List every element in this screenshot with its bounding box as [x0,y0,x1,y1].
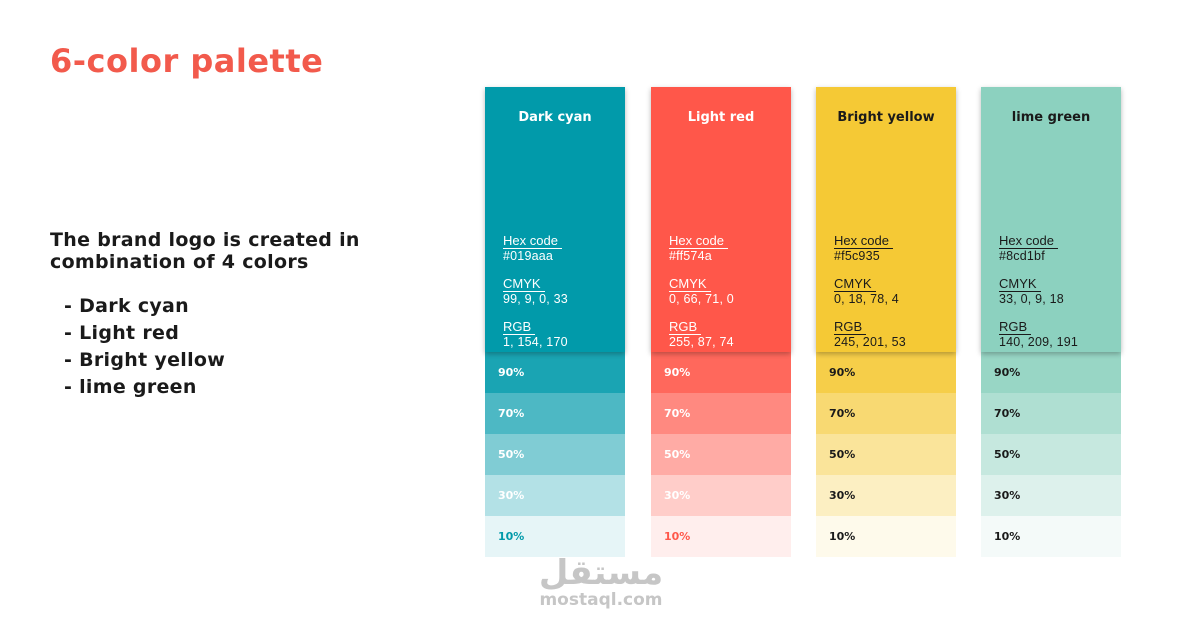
tint-70: 70% [651,393,791,434]
swatch-name: lime green [1011,110,1091,125]
cmyk-label: CMYK [999,276,1041,292]
swatch-name: Light red [687,110,755,125]
swatch-bright-yellow: Bright yellow Hex code #f5c935 CMYK 0, 1… [816,87,956,557]
color-list: - Dark cyan - Light red - Bright yellow … [64,293,225,401]
cmyk-value: 33, 0, 9, 18 [999,292,1064,306]
swatch-specs: Hex code #f5c935 CMYK 0, 18, 78, 4 RGB 2… [834,230,906,359]
hex-label: Hex code [999,233,1058,249]
cmyk-label: CMYK [834,276,876,292]
swatch-main: Light red Hex code #ff574a CMYK 0, 66, 7… [651,87,791,352]
watermark-logo: مستقل mostaql.com [516,556,686,610]
cmyk-value: 0, 18, 78, 4 [834,292,899,306]
tint-30: 30% [651,475,791,516]
hex-value: #f5c935 [834,249,880,263]
tint-90: 90% [981,352,1121,393]
color-list-item: - Bright yellow [64,349,226,371]
watermark-url: mostaql.com [539,590,663,610]
tint-90: 90% [816,352,956,393]
hex-value: #019aaa [503,249,554,263]
hex-label: Hex code [503,233,562,249]
tint-50: 50% [816,434,956,475]
rgb-label: RGB [834,319,867,335]
tint-10: 10% [485,516,625,557]
tint-50: 50% [485,434,625,475]
swatch-main: Bright yellow Hex code #f5c935 CMYK 0, 1… [816,87,956,352]
rgb-label: RGB [503,319,536,335]
swatch-dark-cyan: Dark cyan Hex code #019aaa CMYK 99, 9, 0… [485,87,625,557]
tint-10: 10% [981,516,1121,557]
color-list-item: - Dark cyan [64,295,190,317]
color-list-item: - lime green [64,376,197,398]
swatch-lime-green: lime green Hex code #8cd1bf CMYK 33, 0, … [981,87,1121,557]
cmyk-label: CMYK [669,276,711,292]
tint-90: 90% [651,352,791,393]
swatch-light-red: Light red Hex code #ff574a CMYK 0, 66, 7… [651,87,791,557]
swatch-specs: Hex code #8cd1bf CMYK 33, 0, 9, 18 RGB 1… [999,230,1078,359]
rgb-value: 255, 87, 74 [669,335,734,349]
tint-50: 50% [651,434,791,475]
rgb-label: RGB [999,319,1032,335]
swatch-name: Bright yellow [837,110,935,125]
tint-90: 90% [485,352,625,393]
hex-value: #ff574a [669,249,712,263]
hex-value: #8cd1bf [999,249,1045,263]
tint-30: 30% [816,475,956,516]
tint-70: 70% [981,393,1121,434]
tint-10: 10% [816,516,956,557]
cmyk-value: 99, 9, 0, 33 [503,292,568,306]
cmyk-value: 0, 66, 71, 0 [669,292,734,306]
rgb-value: 1, 154, 170 [503,335,568,349]
tint-70: 70% [816,393,956,434]
tint-70: 70% [485,393,625,434]
hex-label: Hex code [834,233,893,249]
watermark-arabic: مستقل [538,553,664,593]
tint-10: 10% [651,516,791,557]
rgb-label: RGB [669,319,702,335]
rgb-value: 245, 201, 53 [834,335,906,349]
rgb-value: 140, 209, 191 [999,335,1079,349]
swatch-specs: Hex code #019aaa CMYK 99, 9, 0, 33 RGB 1… [503,230,568,359]
page-title: 6-color palette [50,42,324,80]
tint-30: 30% [981,475,1121,516]
tint-30: 30% [485,475,625,516]
swatch-specs: Hex code #ff574a CMYK 0, 66, 71, 0 RGB 2… [669,230,734,359]
color-list-item: - Light red [64,322,180,344]
swatch-main: Dark cyan Hex code #019aaa CMYK 99, 9, 0… [485,87,625,352]
tint-50: 50% [981,434,1121,475]
hex-label: Hex code [669,233,728,249]
cmyk-label: CMYK [503,276,545,292]
swatch-main: lime green Hex code #8cd1bf CMYK 33, 0, … [981,87,1121,352]
intro-text: The brand logo is created in combination… [50,229,360,273]
swatch-name: Dark cyan [518,110,592,125]
